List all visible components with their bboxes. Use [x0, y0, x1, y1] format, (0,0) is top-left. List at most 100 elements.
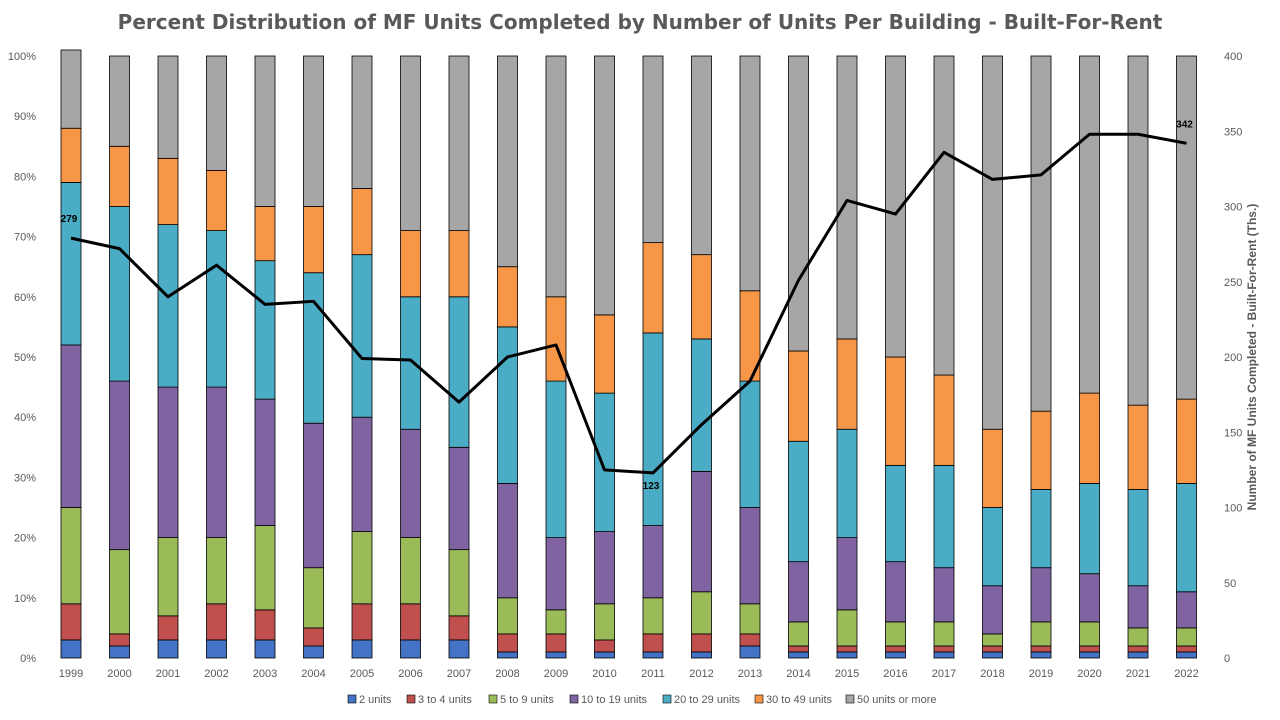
bar-segment [1030, 55, 1052, 412]
bar-segment [448, 446, 470, 551]
bar-segment [303, 645, 324, 659]
bar-segment [836, 55, 858, 340]
bar-segment [788, 645, 809, 653]
bar-segment [157, 615, 179, 641]
bar-segment [1079, 573, 1100, 623]
bar-segment [691, 651, 712, 659]
bar-segment [1176, 651, 1197, 659]
x-tick-label: 2007 [447, 668, 471, 680]
bar-segment [254, 260, 276, 400]
bar-segment [836, 645, 858, 653]
bar-segment [157, 224, 179, 388]
bar-segment [60, 639, 82, 659]
x-tick-label: 1999 [59, 668, 83, 680]
bar-segment [594, 55, 615, 316]
bar-segment [157, 157, 179, 225]
bar-segment [1127, 404, 1149, 490]
legend-label: 20 to 29 units [674, 694, 741, 706]
bar-segment [497, 633, 518, 653]
bar-segment [836, 428, 858, 538]
bar-segment [933, 464, 955, 569]
y2-axis-title: Number of MF Units Completed - Built-For… [1245, 204, 1259, 511]
bar-segment [1030, 567, 1052, 623]
y-tick-label: 40% [14, 412, 36, 424]
bar-segment [60, 127, 82, 183]
bar-segment [60, 507, 82, 605]
bar-segment [933, 55, 955, 376]
x-tick-label: 2021 [1126, 668, 1150, 680]
bar-segment [109, 206, 130, 382]
bar-segment [351, 254, 373, 418]
bar-segment [60, 49, 82, 129]
bar-segment [836, 537, 858, 611]
bar-segment [1176, 591, 1197, 629]
bar-segment [109, 145, 130, 207]
bar-segment [303, 55, 324, 207]
bar-segment [594, 651, 615, 659]
bar-segment [109, 549, 130, 635]
legend-label: 30 to 49 units [766, 694, 833, 706]
data-label: 123 [643, 481, 660, 492]
bar-segment [933, 645, 955, 653]
bar-segment [254, 206, 276, 262]
bar-segment [1079, 651, 1100, 659]
bar-segment [1176, 627, 1197, 647]
bar-segment [497, 651, 518, 659]
bar-segment [594, 314, 615, 394]
legend-label: 5 to 9 units [500, 694, 554, 706]
bar-segment [400, 230, 421, 298]
bar-segment [982, 645, 1003, 653]
bar-segment [206, 169, 227, 231]
y2-tick-label: 400 [1224, 51, 1242, 63]
y-tick-label: 90% [14, 111, 36, 123]
bar-segment [933, 651, 955, 659]
y-tick-label: 80% [14, 171, 36, 183]
bar-segment [400, 603, 421, 641]
bar-segment [1127, 627, 1149, 647]
legend-label: 3 to 4 units [418, 694, 472, 706]
bar-segment [691, 338, 712, 472]
bar-segment [206, 639, 227, 659]
bar-segment [788, 55, 809, 352]
y-tick-label: 70% [14, 232, 36, 244]
bar-segment [933, 567, 955, 623]
bar-segment [303, 272, 324, 424]
bar-segment [351, 639, 373, 659]
bar-segment [1079, 55, 1100, 394]
bar-segment [448, 615, 470, 641]
bar-segment [1176, 55, 1197, 400]
bar-segment [836, 338, 858, 430]
x-tick-label: 2014 [786, 668, 810, 680]
bar-segment [497, 55, 518, 268]
bar-segment [642, 242, 664, 334]
bar-segment [303, 627, 324, 647]
bar-segment [982, 507, 1003, 587]
chart-title: Percent Distribution of MF Units Complet… [117, 10, 1163, 34]
y-tick-label: 10% [14, 593, 36, 605]
legend-swatch [845, 694, 855, 704]
bar-segment [60, 182, 82, 346]
bar-segment [157, 386, 179, 539]
y-tick-label: 0% [20, 653, 36, 665]
bar-segment [788, 651, 809, 659]
bar-segment [885, 55, 906, 358]
bar-segment [206, 537, 227, 605]
y2-tick-label: 250 [1224, 277, 1242, 289]
x-tick-label: 2004 [301, 668, 325, 680]
x-tick-label: 2008 [495, 668, 519, 680]
bar-segment [691, 254, 712, 340]
bar-segment [157, 639, 179, 659]
bar-segment [642, 651, 664, 659]
bar-segment [1176, 645, 1197, 653]
bar-segment [254, 525, 276, 611]
bar-segment [642, 597, 664, 635]
x-tick-label: 2016 [883, 668, 907, 680]
bar-segment [594, 639, 615, 653]
bar-segment [885, 561, 906, 623]
bar-segment [206, 230, 227, 388]
bar-segment [739, 633, 761, 647]
legend-swatch [662, 694, 672, 704]
bar-segment [739, 507, 761, 605]
bar-segment [351, 416, 373, 532]
bar-segment [400, 55, 421, 231]
